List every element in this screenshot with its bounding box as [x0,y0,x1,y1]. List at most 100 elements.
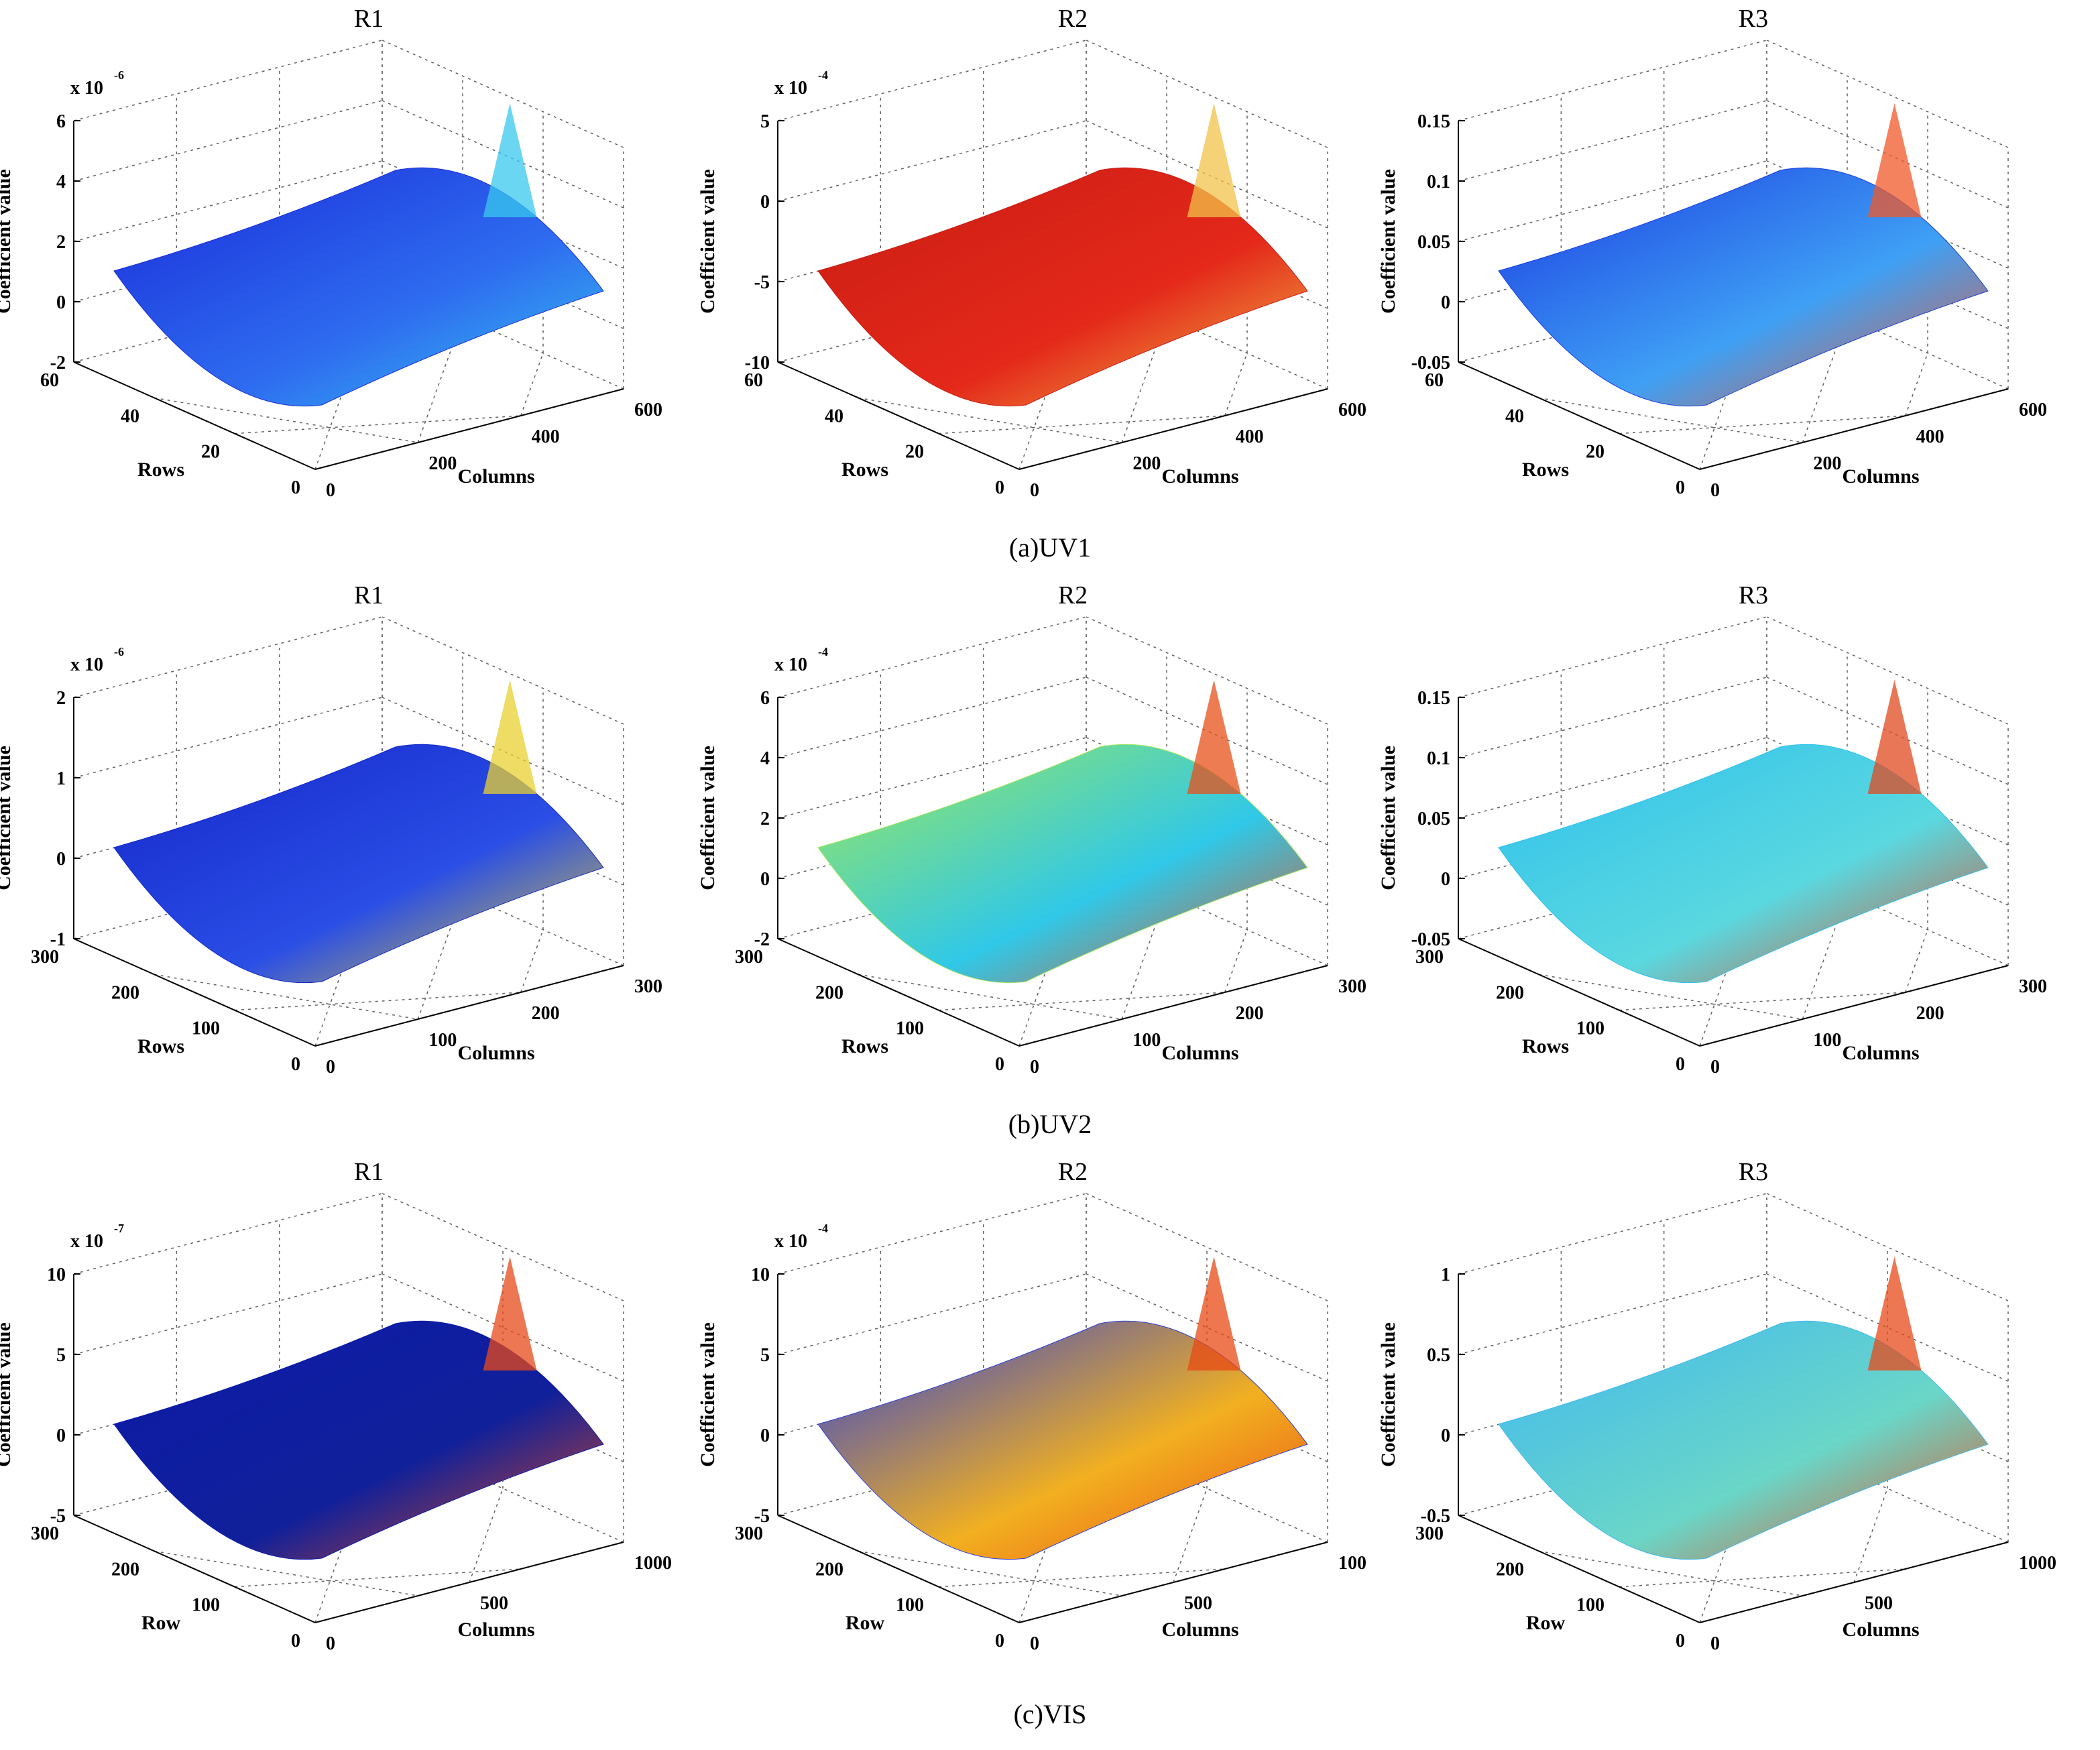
row-tick-label: 100 [896,1595,924,1616]
z-tick-label: 0.15 [1417,111,1450,132]
row-tick-label: 20 [905,442,924,463]
row-tick-label: 60 [744,370,763,391]
z-tick-label: -10 [745,353,770,373]
z-tick-label: 1 [1441,1265,1450,1285]
z-tick-label: 5 [760,111,770,132]
surface-peak [483,680,537,794]
row-tick-label: 300 [31,1523,59,1544]
panel-title: R2 [1058,581,1088,609]
z-tick-label: 0.15 [1417,688,1450,709]
z-tick-label: -5 [50,1506,66,1527]
row-tick-label: 300 [1415,947,1444,968]
column-tick-label: 400 [1916,426,1944,447]
column-tick-label: 600 [634,400,662,420]
row-tick-label: 20 [1586,442,1605,463]
row-tick-label: 60 [1425,370,1444,391]
row-tick-label: 200 [815,982,843,1003]
row-tick-label: 200 [111,982,139,1003]
z-tick-label: 2 [760,809,770,829]
surface-plot-panel: -0.0500.050.10.1502040600200400600Coeffi… [1377,5,2047,501]
column-tick-label: 0 [1030,1633,1039,1654]
z-tick-label: 10 [751,1265,770,1285]
row-caption: (c)VIS [1014,1699,1087,1729]
surface-mesh [817,167,1308,407]
row-axis-label: Row [141,1612,181,1634]
row-tick-label: 20 [201,442,220,463]
scale-factor: x 10 [774,654,807,675]
z-axis-label: Coefficient value [1377,169,1399,314]
row-tick-label: 100 [1576,1595,1605,1616]
scale-factor: x 10 [70,78,103,99]
z-tick-label: 0.05 [1417,232,1450,253]
column-axis-label: Columns [457,1042,534,1064]
row-tick-label: 100 [192,1595,220,1616]
z-tick-label: 4 [56,172,66,192]
surface-peak [1187,680,1241,794]
row-tick-label: 0 [291,1054,300,1075]
column-axis-label: Columns [1842,465,1919,487]
z-tick-label: 1 [56,768,66,789]
row-tick-label: 300 [31,947,59,968]
scale-exponent: -4 [818,645,828,658]
z-tick-label: -1 [50,929,66,950]
surface-peak [1867,103,1922,217]
column-tick-label: 1000 [2019,1553,2056,1574]
scale-exponent: -6 [114,68,124,82]
column-axis-label: Columns [457,1619,534,1641]
row-tick-label: 0 [995,1631,1004,1651]
column-axis-label: Columns [1842,1042,1919,1064]
column-tick-label: 500 [1184,1593,1212,1614]
row-tick-label: 200 [815,1559,843,1580]
column-tick-label: 600 [2019,400,2047,420]
column-tick-label: 0 [1710,1633,1720,1654]
column-tick-label: 0 [326,480,335,501]
surface-mesh [113,1320,604,1560]
z-tick-label: -0.05 [1411,929,1450,950]
z-axis-label: Coefficient value [697,746,719,890]
row-axis-label: Rows [137,459,184,481]
row-axis-label: Rows [1522,459,1569,481]
scale-factor: x 10 [774,78,807,99]
column-tick-label: 0 [1710,1057,1720,1077]
column-tick-label: 300 [2019,976,2047,997]
scale-exponent: -6 [114,645,124,658]
surface-peak [483,103,537,217]
z-tick-label: 2 [56,232,66,253]
panel-title: R1 [354,5,384,33]
z-tick-label: 0.5 [1427,1345,1450,1366]
row-tick-label: 300 [1415,1523,1444,1544]
surface-mesh [817,744,1308,984]
row-tick-label: 200 [111,1559,139,1580]
row-tick-label: 40 [1505,406,1524,426]
surface-peak [483,1257,537,1370]
panel-title: R2 [1058,1158,1088,1186]
column-tick-label: 200 [428,453,457,474]
z-tick-label: 0 [56,1425,66,1446]
row-tick-label: 0 [291,1631,300,1651]
row-tick-label: 100 [192,1018,220,1039]
column-tick-label: 200 [1916,1003,1944,1024]
z-tick-label: 0 [760,1425,770,1446]
surface-peak [1187,1257,1241,1370]
row-tick-label: 0 [1676,1631,1685,1651]
scale-exponent: -7 [114,1222,124,1235]
z-tick-label: 0 [1441,1425,1450,1446]
z-tick-label: 0 [760,192,770,213]
row-caption: (a)UV1 [1009,532,1091,563]
surface-peak [1867,680,1922,794]
z-tick-label: 0 [1441,869,1450,890]
row-tick-label: 0 [291,477,300,498]
row-axis-label: Row [1526,1612,1566,1634]
z-tick-label: -2 [754,929,770,950]
z-tick-label: 2 [56,688,66,709]
row-caption: (b)UV2 [1008,1109,1092,1139]
surface-plot-panel: -0.5 0 0.5 1 0 100 200 300 0 500 1000 Coefficient v… [1377,1158,2056,1654]
column-tick-label: 0 [326,1633,335,1654]
z-tick-label: 0.1 [1427,172,1450,192]
row-axis-label: Row [845,1612,885,1634]
column-tick-label: 0 [326,1057,335,1077]
column-tick-label: 200 [1813,453,1841,474]
surface-mesh [113,744,604,984]
column-tick-label: 400 [532,426,560,447]
